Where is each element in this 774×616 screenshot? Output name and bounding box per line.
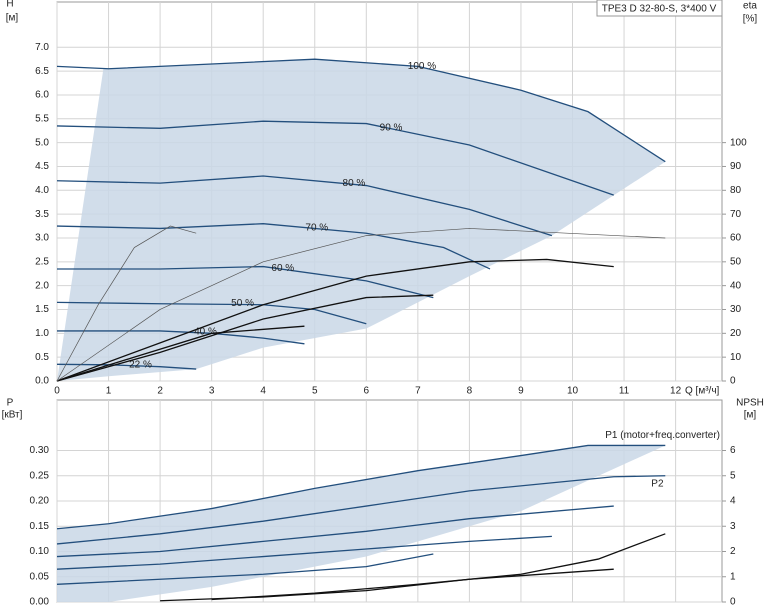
y-tick-label: 7.0 [35, 42, 49, 53]
y2-tick-label: 70 [730, 209, 742, 220]
y-tick-label: 6.5 [35, 66, 49, 77]
curve-label: P2 [651, 478, 664, 489]
curve [160, 568, 614, 602]
y2-tick-label: 90 [730, 161, 742, 172]
x-tick-label: 11 [619, 386, 630, 397]
curve [56, 225, 197, 382]
legend-text: TPE3 D 32-80-S, 3*400 V [602, 4, 717, 15]
y-axis-label: P [7, 398, 14, 409]
x-tick-label: 2 [157, 386, 163, 397]
curve [56, 475, 666, 545]
y2-tick-label: 0 [730, 597, 736, 608]
y2-tick-label: 50 [730, 256, 742, 267]
y2-tick-label: 10 [730, 352, 742, 363]
y-tick-label: 0.20 [30, 496, 50, 507]
curve [56, 120, 614, 196]
x-tick-label: 1 [106, 386, 112, 397]
x-tick-label: 0 [54, 386, 60, 397]
curve [56, 294, 434, 382]
x-tick-label: 12 [670, 386, 682, 397]
curve-label: P1 (motor+freq.converter) [605, 430, 720, 441]
y-tick-label: 2.5 [35, 256, 49, 267]
curve [56, 223, 491, 270]
curve [56, 505, 614, 558]
x-tick-label: 10 [567, 386, 579, 397]
y-axis-unit: [кВт] [2, 410, 23, 421]
y2-tick-label: 100 [730, 137, 747, 148]
x-tick-label: 8 [467, 386, 473, 397]
curve [56, 325, 305, 382]
y2-tick-label: 3 [730, 521, 736, 532]
curve [57, 265, 434, 299]
x-tick-label: 7 [415, 386, 421, 397]
y-tick-label: 4.0 [35, 185, 49, 196]
y-tick-label: 1.0 [35, 328, 49, 339]
curve [56, 363, 197, 370]
y2-tick-label: 4 [730, 496, 736, 507]
curve [56, 535, 552, 570]
curve-label: 100 % [408, 61, 436, 72]
y2-tick-label: 5 [730, 470, 736, 481]
y-tick-label: 0.15 [30, 521, 50, 532]
y2-tick-label: 2 [730, 546, 736, 557]
curve [56, 553, 434, 585]
y-tick-label: 3.5 [35, 209, 49, 220]
x-tick-label: 4 [260, 386, 266, 397]
curve [56, 444, 666, 530]
y2-tick-label: 80 [730, 185, 742, 196]
x-tick-label: 6 [364, 386, 370, 397]
y2-tick-label: 20 [730, 328, 742, 339]
curve-label: 40 % [194, 327, 217, 338]
y-tick-label: 0.5 [35, 352, 49, 363]
x-axis-label: Q [м³/ч] [685, 386, 720, 397]
y-tick-label: 0.30 [30, 445, 50, 456]
curve-label: 80 % [343, 178, 366, 189]
operating-area [57, 445, 666, 602]
curve-label: 50 % [231, 298, 254, 309]
y2-tick-label: 40 [730, 280, 742, 291]
legend-box [596, 0, 723, 17]
x-tick-label: 9 [518, 386, 524, 397]
curve-label: 90 % [380, 122, 403, 133]
y-tick-label: 0.00 [30, 597, 50, 608]
y2-tick-label: 60 [730, 233, 742, 244]
y-tick-label: 0.05 [30, 571, 50, 582]
y2-tick-label: 0 [730, 376, 736, 387]
y-tick-label: 1.5 [35, 304, 49, 315]
y-tick-label: 4.5 [35, 161, 49, 172]
curve [56, 258, 614, 382]
y2-tick-label: 6 [730, 445, 736, 456]
curve-label: 70 % [305, 222, 328, 233]
y2-axis-label: eta [743, 1, 757, 12]
curve [56, 175, 553, 237]
y-axis-unit: [м] [6, 13, 19, 24]
y-tick-label: 5.0 [35, 137, 49, 148]
y-tick-label: 6.0 [35, 90, 49, 101]
y2-tick-label: 30 [730, 304, 742, 315]
y-tick-label: 5.5 [35, 113, 49, 124]
curve [56, 58, 666, 163]
x-tick-label: 3 [209, 386, 215, 397]
operating-area [57, 59, 666, 381]
curve-label: 60 % [271, 263, 294, 274]
y-tick-label: 0.25 [30, 470, 50, 481]
y-tick-label: 2.0 [35, 280, 49, 291]
x-tick-label: 5 [312, 386, 318, 397]
y-axis-label: H [6, 0, 13, 10]
y2-tick-label: 1 [730, 571, 736, 582]
y-tick-label: 0.10 [30, 546, 50, 557]
curve [56, 228, 666, 382]
y-tick-label: 0.0 [35, 376, 49, 387]
y2-axis-label: NPSH [736, 398, 764, 409]
curve-label: 22 % [129, 360, 152, 371]
y-tick-label: 3.0 [35, 233, 49, 244]
y2-axis-unit: [м] [744, 410, 757, 421]
y2-axis-unit: [%] [743, 14, 758, 25]
